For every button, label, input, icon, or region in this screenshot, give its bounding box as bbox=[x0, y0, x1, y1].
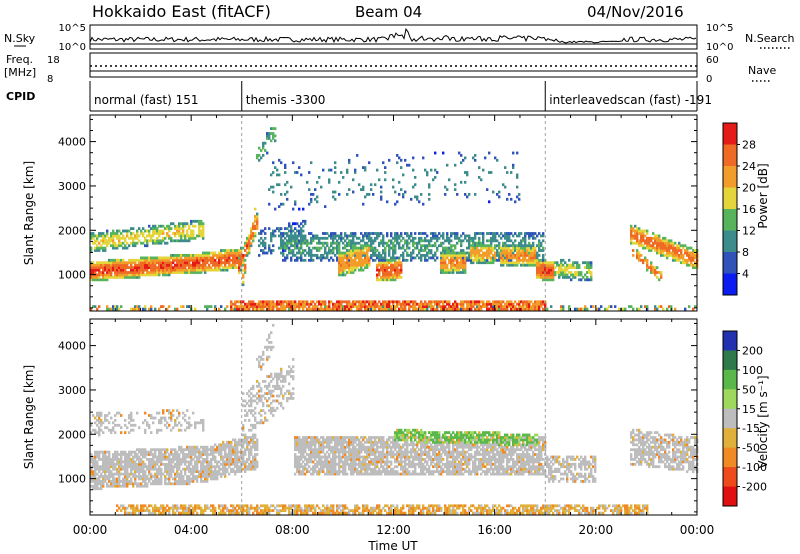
velocity-y-axis: 1000 2000 3000 4000 bbox=[58, 322, 697, 513]
freq-unit: [MHz] bbox=[4, 66, 36, 79]
nsky-tick-low: 10^0 bbox=[59, 42, 86, 53]
nsearch-label: N.Search bbox=[745, 32, 795, 45]
cpid-segment-label: normal (fast) 151 bbox=[94, 93, 198, 107]
nsky-strip: N.Sky 10^5 10^0 10^5 10^0 N.Search bbox=[4, 23, 795, 53]
power-colorbar-label: Power [dB] bbox=[756, 163, 770, 228]
colorbar-tick: -100 bbox=[742, 461, 767, 474]
freq-tick-low: 8 bbox=[47, 74, 53, 85]
velocity-panel: 1000 2000 3000 4000 Slant Range [km] 200 100… bbox=[22, 318, 770, 516]
y-tick-label: 1000 bbox=[58, 269, 86, 282]
time-x-axis: 00:00 04:00 08:00 12:00 16:00 20:00 00:00 bbox=[73, 115, 715, 537]
cpid-segment-label: interleavedscan (fast) -191 bbox=[549, 93, 712, 107]
x-tick-label: 04:00 bbox=[174, 523, 209, 537]
colorbar-tick: -15 bbox=[742, 422, 760, 435]
colorbar-tick: 20 bbox=[742, 182, 756, 195]
freq-tick-high: 18 bbox=[47, 55, 60, 66]
colorbar-tick: 12 bbox=[742, 225, 756, 238]
velocity-heatmap bbox=[90, 323, 699, 515]
x-tick-label: 00:00 bbox=[73, 523, 108, 537]
nsky-label: N.Sky bbox=[4, 32, 36, 45]
colorbar-tick: -50 bbox=[742, 442, 760, 455]
colorbar-tick: 50 bbox=[742, 383, 756, 396]
colorbar-tick: 8 bbox=[742, 246, 749, 259]
colorbar-tick: 16 bbox=[742, 203, 756, 216]
colorbar-tick: 200 bbox=[742, 344, 763, 357]
x-tick-label: 20:00 bbox=[579, 523, 614, 537]
power-y-label: Slant Range [km] bbox=[22, 161, 36, 265]
velocity-colorbar-label: Velocity [m s⁻¹] bbox=[756, 375, 770, 468]
nsearch-tick-high: 10^5 bbox=[706, 23, 733, 34]
nsearch-tick-low: 10^0 bbox=[706, 42, 733, 53]
colorbar-tick: -200 bbox=[742, 481, 767, 494]
beam-label: Beam 04 bbox=[355, 3, 422, 21]
nave-label: Nave bbox=[748, 64, 776, 77]
y-tick-label: 3000 bbox=[58, 180, 86, 193]
nave-tick-low: 0 bbox=[706, 74, 712, 85]
power-y-axis: 1000 2000 3000 4000 bbox=[58, 118, 697, 309]
figure-title: Hokkaido East (fitACF) bbox=[92, 2, 271, 21]
nsky-trace bbox=[89, 27, 697, 44]
y-tick-label: 1000 bbox=[58, 473, 86, 486]
x-axis-label: Time UT bbox=[367, 539, 418, 553]
nsky-tick-high: 10^5 bbox=[59, 23, 86, 34]
power-panel: 1000 2000 3000 4000 Slant Range [km] 4 8 12 16… bbox=[22, 114, 770, 312]
freq-strip: Freq. [MHz] 18 8 60 0 Nave bbox=[4, 52, 776, 85]
y-tick-label: 4000 bbox=[58, 340, 86, 353]
colorbar-tick: 28 bbox=[742, 139, 756, 152]
freq-label: Freq. bbox=[6, 53, 33, 66]
colorbar-tick: 15 bbox=[742, 403, 756, 416]
x-tick-label: 16:00 bbox=[477, 523, 512, 537]
cpid-strip: CPID normal (fast) 151 themis -3300 interl… bbox=[6, 81, 712, 112]
x-tick-label: 12:00 bbox=[376, 523, 411, 537]
colorbar-tick: 24 bbox=[742, 160, 756, 173]
cpid-segment-label: themis -3300 bbox=[246, 93, 326, 107]
power-colorbar: 4 8 12 16 20 24 28 bbox=[722, 122, 756, 296]
y-tick-label: 3000 bbox=[58, 384, 86, 397]
nave-tick-high: 60 bbox=[706, 55, 719, 66]
y-tick-label: 2000 bbox=[58, 224, 86, 237]
x-tick-label: 00:00 bbox=[680, 523, 715, 537]
y-tick-label: 4000 bbox=[58, 136, 86, 149]
colorbar-tick: 4 bbox=[742, 268, 749, 281]
date-label: 04/Nov/2016 bbox=[587, 3, 684, 21]
cpid-label: CPID bbox=[6, 90, 35, 103]
colorbar-tick: 100 bbox=[742, 364, 763, 377]
velocity-colorbar: 200 100 50 15 -15 -50 -100 -200 bbox=[722, 330, 767, 507]
y-tick-label: 2000 bbox=[58, 428, 86, 441]
x-tick-label: 08:00 bbox=[275, 523, 310, 537]
velocity-y-label: Slant Range [km] bbox=[22, 365, 36, 469]
